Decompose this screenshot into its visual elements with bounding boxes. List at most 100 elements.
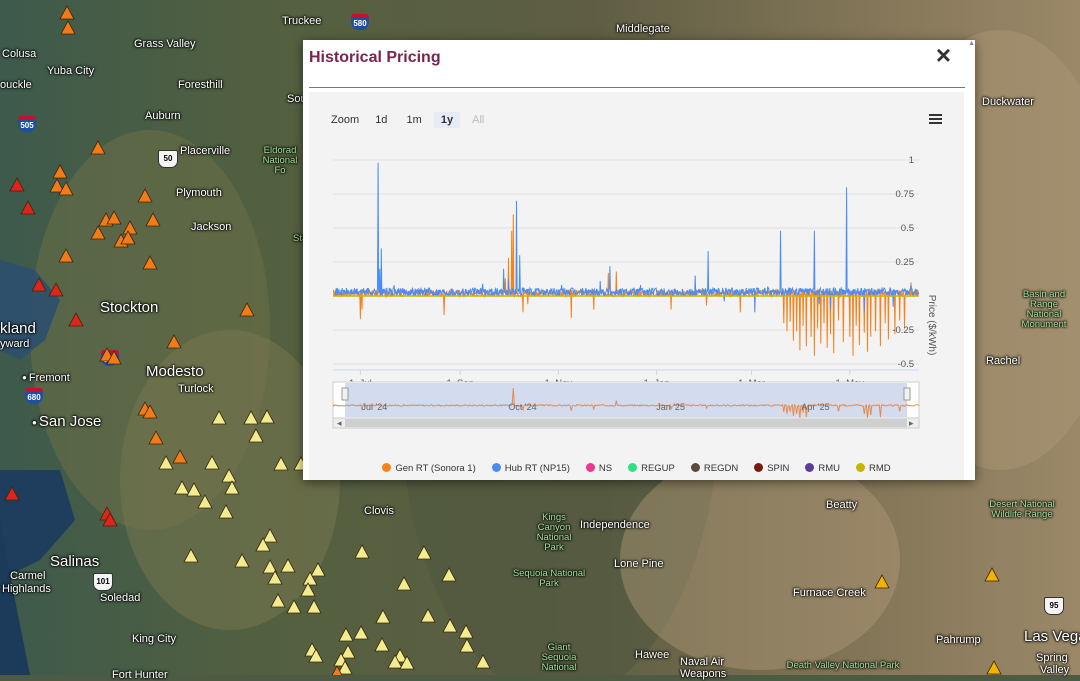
map-marker-triangle-icon[interactable] — [90, 140, 106, 155]
map-marker-triangle-icon[interactable] — [353, 625, 369, 640]
map-marker-triangle-icon[interactable] — [340, 644, 356, 659]
zoom-1y-button[interactable]: 1y — [433, 112, 461, 128]
range-navigator[interactable]: Jul '24 Oct '24 Jan '25 Apr '25 ◂ ▸ — [332, 381, 920, 429]
map-marker-triangle-icon[interactable] — [338, 627, 354, 642]
map-marker-triangle-icon[interactable] — [52, 164, 68, 179]
navigator-selection[interactable] — [345, 383, 907, 417]
map-marker-triangle-icon[interactable] — [158, 455, 174, 470]
map-marker-triangle-icon[interactable] — [58, 181, 74, 196]
map-marker-triangle-icon[interactable] — [58, 248, 74, 263]
map-marker-triangle-icon[interactable] — [9, 177, 25, 192]
map-marker-triangle-icon[interactable] — [218, 504, 234, 519]
map-marker-triangle-icon[interactable] — [416, 545, 432, 560]
zoom-all-button[interactable]: All — [472, 114, 485, 126]
map-marker-triangle-icon[interactable] — [243, 410, 259, 425]
map-marker-triangle-icon[interactable] — [60, 20, 76, 35]
map-marker-triangle-icon[interactable] — [374, 637, 390, 652]
scroll-left-arrow-icon[interactable]: ◂ — [337, 418, 342, 428]
map-marker-triangle-icon[interactable] — [122, 220, 138, 235]
scroll-right-arrow-icon[interactable]: ▸ — [909, 418, 914, 428]
map-marker-triangle-icon[interactable] — [145, 212, 161, 227]
map-marker-triangle-icon[interactable] — [280, 558, 296, 573]
legend-item[interactable]: RMD — [856, 463, 891, 474]
map-marker-triangle-icon[interactable] — [106, 350, 122, 365]
map-marker-triangle-icon[interactable] — [186, 482, 202, 497]
map-marker-triangle-icon[interactable] — [59, 5, 75, 20]
map-marker-triangle-icon[interactable] — [337, 660, 353, 675]
map-marker-triangle-icon[interactable] — [211, 410, 227, 425]
map-marker-triangle-icon[interactable] — [475, 654, 491, 669]
map-marker-triangle-icon[interactable] — [148, 430, 164, 445]
map-marker-triangle-icon[interactable] — [442, 618, 458, 633]
scroll-up-arrow-icon[interactable]: ▲ — [968, 40, 975, 47]
map-marker-triangle-icon[interactable] — [396, 576, 412, 591]
legend-item[interactable]: RMU — [805, 463, 840, 474]
map-marker-triangle-icon[interactable] — [166, 334, 182, 349]
map-marker-triangle-icon[interactable] — [984, 567, 1000, 582]
map-marker-triangle-icon[interactable] — [48, 282, 64, 297]
map-marker-triangle-icon[interactable] — [259, 409, 275, 424]
map-marker-triangle-icon[interactable] — [302, 571, 318, 586]
navigator-scrollbar-thumb[interactable] — [345, 419, 907, 427]
map-marker-triangle-icon[interactable] — [183, 548, 199, 563]
map-marker-triangle-icon[interactable] — [120, 230, 136, 245]
map-marker-triangle-icon[interactable] — [270, 593, 286, 608]
map-marker-triangle-icon[interactable] — [248, 428, 264, 443]
map-marker-triangle-icon[interactable] — [172, 449, 188, 464]
legend-item[interactable]: REGUP — [628, 463, 675, 474]
legend-item[interactable]: NS — [585, 463, 612, 474]
map-marker-triangle-icon[interactable] — [306, 599, 322, 614]
map-marker-triangle-icon[interactable] — [262, 528, 278, 543]
map-marker-triangle-icon[interactable] — [142, 404, 158, 419]
map-marker-triangle-icon[interactable] — [375, 609, 391, 624]
map-marker-triangle-icon[interactable] — [255, 537, 271, 552]
map-park-label: Basin and Range National Monument — [1021, 289, 1067, 330]
map-marker-triangle-icon[interactable] — [441, 567, 457, 582]
map-marker-triangle-icon[interactable] — [224, 480, 240, 495]
map-marker-triangle-icon[interactable] — [420, 608, 436, 623]
map-marker-triangle-icon[interactable] — [308, 648, 324, 663]
map-marker-triangle-icon[interactable] — [20, 200, 36, 215]
map-marker-triangle-icon[interactable] — [273, 456, 289, 471]
map-marker-triangle-icon[interactable] — [239, 302, 255, 317]
map-marker-triangle-icon[interactable] — [204, 455, 220, 470]
map-marker-triangle-icon[interactable] — [137, 188, 153, 203]
map-marker-triangle-icon[interactable] — [459, 638, 475, 653]
map-marker-triangle-icon[interactable] — [330, 665, 344, 675]
map-marker-triangle-icon[interactable] — [286, 599, 302, 614]
map-marker-triangle-icon[interactable] — [90, 225, 106, 240]
legend-item[interactable]: REGDN — [690, 463, 738, 474]
map-marker-triangle-icon[interactable] — [197, 494, 213, 509]
map-marker-triangle-icon[interactable] — [4, 486, 20, 501]
map-marker-triangle-icon[interactable] — [49, 178, 65, 193]
navigator-right-handle[interactable] — [903, 387, 911, 401]
legend-item[interactable]: Gen RT (Sonora 1) — [382, 463, 476, 474]
map-marker-triangle-icon[interactable] — [399, 655, 415, 670]
legend-item[interactable]: Hub RT (NP15) — [491, 463, 570, 474]
map-marker-triangle-icon[interactable] — [458, 624, 474, 639]
navigator-left-handle[interactable] — [341, 387, 349, 401]
map-marker-triangle-icon[interactable] — [68, 312, 84, 327]
map-marker-triangle-icon[interactable] — [234, 553, 250, 568]
y-tick-label: 0.5 — [901, 223, 914, 234]
map-marker-triangle-icon[interactable] — [300, 582, 316, 597]
map-marker-triangle-icon[interactable] — [310, 562, 326, 577]
chart-menu-hamburger-icon[interactable] — [929, 114, 942, 124]
zoom-1m-button[interactable]: 1m — [406, 114, 422, 126]
map-marker-triangle-icon[interactable] — [262, 559, 278, 574]
map-marker-triangle-icon[interactable] — [267, 570, 283, 585]
map-marker-triangle-icon[interactable] — [102, 512, 118, 527]
zoom-1d-button[interactable]: 1d — [375, 114, 388, 126]
close-icon[interactable]: × — [935, 40, 951, 70]
map-marker-triangle-icon[interactable] — [142, 255, 158, 270]
map-marker-triangle-icon[interactable] — [354, 544, 370, 559]
map-marker-triangle-icon[interactable] — [106, 210, 122, 225]
map-marker-triangle-icon[interactable] — [221, 468, 237, 483]
legend-item[interactable]: SPIN — [754, 463, 789, 474]
map-marker-triangle-icon[interactable] — [387, 654, 403, 669]
map-marker-triangle-icon[interactable] — [986, 660, 1002, 675]
map-marker-triangle-icon[interactable] — [174, 480, 190, 495]
map-marker-triangle-icon[interactable] — [874, 574, 890, 589]
map-marker-triangle-icon[interactable] — [31, 277, 47, 292]
